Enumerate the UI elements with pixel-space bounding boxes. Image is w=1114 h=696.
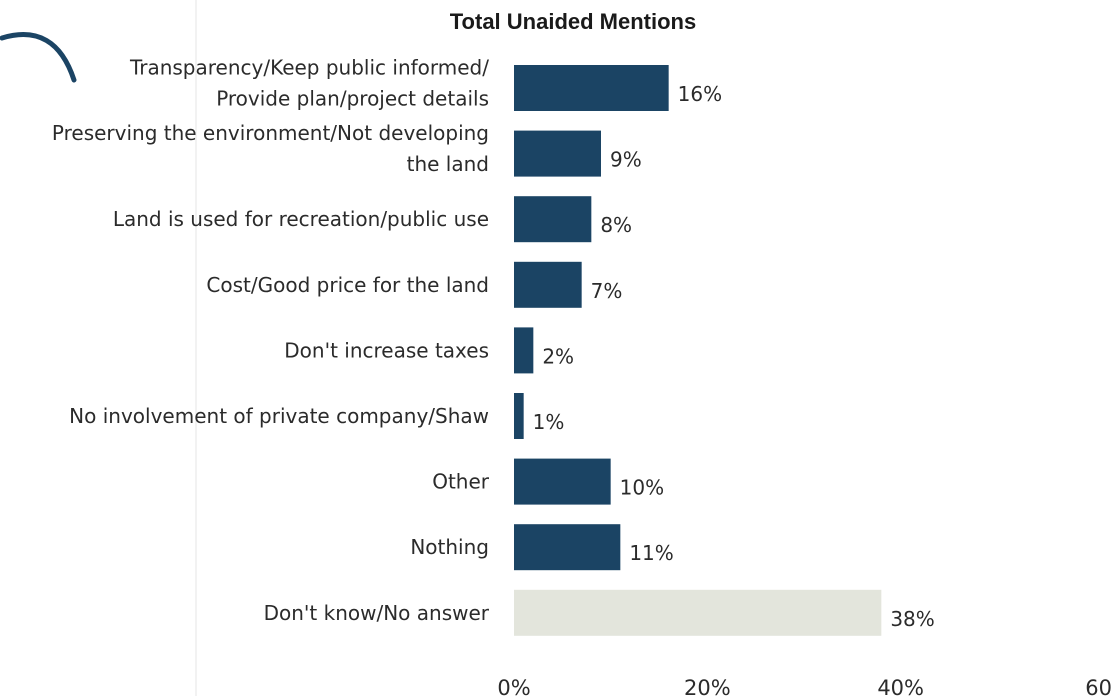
category-label-line: Transparency/Keep public informed/ [129,56,489,80]
category-label-line: Other [432,470,490,494]
bar-4 [514,327,534,374]
category-label-line: Preserving the environment/Not developin… [52,121,489,145]
category-label-4: Don't increase taxes [284,338,489,362]
bar-8 [514,589,882,636]
category-label-3: Cost/Good price for the land [206,273,489,297]
x-tick-label-0: 0% [497,676,530,696]
chart-title: Total Unaided Mentions [450,9,696,34]
x-tick-label-1: 20% [684,676,731,696]
data-label-8: 38% [890,607,934,631]
category-label-line: No involvement of private company/Shaw [69,404,489,428]
category-label-7: Nothing [410,535,489,559]
category-label-line: Land is used for recreation/public use [113,207,489,231]
category-label-8: Don't know/No answer [264,601,490,625]
data-label-2: 8% [600,213,632,237]
data-label-7: 11% [629,541,673,565]
bar-5 [514,393,524,439]
category-label-1: Preserving the environment/Not developin… [52,121,489,176]
x-tick-label-3: 60 [1085,676,1112,696]
data-label-4: 2% [542,344,574,368]
bars: 16% Transparency/Keep public informed/Pro… [52,56,935,636]
category-label-0: Transparency/Keep public informed/Provid… [129,56,489,111]
category-label-line: Don't increase taxes [284,338,489,362]
category-label-line: Don't know/No answer [264,601,490,625]
x-tick-label-2: 40% [877,676,924,696]
category-label-line: the land [407,152,489,176]
data-label-3: 7% [591,279,623,303]
category-label-2: Land is used for recreation/public use [113,207,489,231]
data-label-6: 10% [620,476,664,500]
bar-2 [514,196,592,243]
bar-7 [514,524,621,571]
data-label-1: 9% [610,148,642,172]
data-label-5: 1% [533,410,565,434]
category-label-6: Other [432,470,490,494]
bar-0 [514,65,669,111]
category-label-line: Cost/Good price for the land [206,273,489,297]
bar-3 [514,261,582,308]
data-label-0: 16% [678,82,722,106]
category-label-5: No involvement of private company/Shaw [69,404,489,428]
bar-1 [514,130,601,177]
category-label-line: Nothing [410,535,489,559]
decorative-arc-icon [0,32,77,83]
category-label-line: Provide plan/project details [216,87,489,111]
bar-6 [514,458,611,505]
